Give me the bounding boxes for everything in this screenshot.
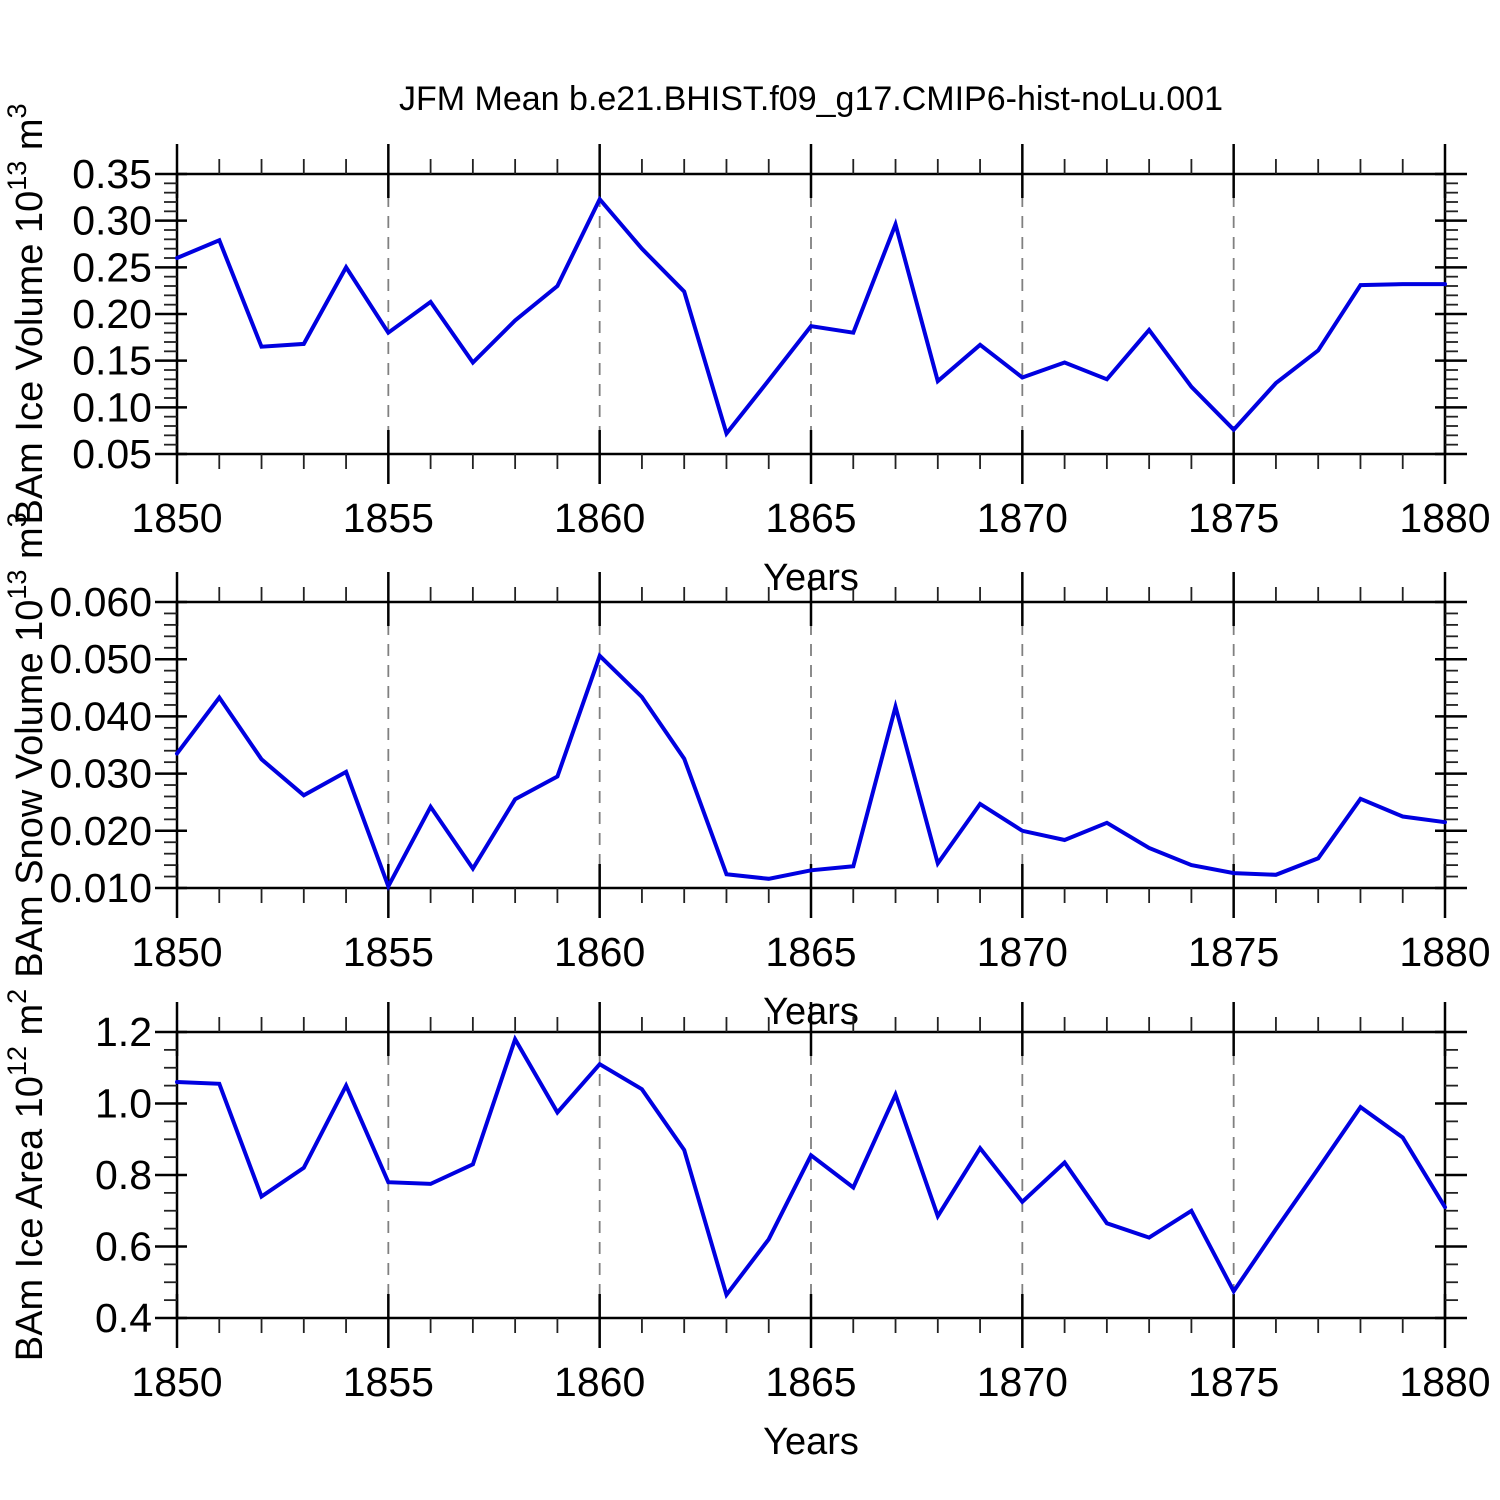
x-tick-label: 1850	[131, 1359, 222, 1405]
y-axis-title-ice-volume: BAm Ice Volume 1013 m3	[2, 103, 51, 524]
y-tick-label: 0.10	[72, 384, 152, 430]
y-tick-label: 0.060	[49, 579, 152, 625]
x-tick-label: 1865	[765, 929, 856, 975]
y-tick-label: 0.4	[95, 1295, 152, 1341]
y-tick-label: 0.6	[95, 1224, 152, 1270]
series-line-ice-area	[175, 1034, 1447, 1300]
x-tick-label: 1870	[977, 495, 1068, 541]
y-tick-label: 0.020	[49, 808, 152, 854]
y-tick-label: 1.0	[95, 1081, 152, 1127]
x-tick-label: 1880	[1399, 1359, 1490, 1405]
y-tick-label: 0.8	[95, 1152, 152, 1198]
x-tick-label: 1880	[1399, 929, 1490, 975]
x-tick-label: 1855	[343, 495, 434, 541]
y-axis-title-snow-volume: BAm Snow Volume 1013 m3	[2, 512, 51, 977]
y-tick-label: 0.030	[49, 751, 152, 797]
x-tick-label: 1855	[343, 929, 434, 975]
y-tick-label: 0.05	[72, 431, 152, 477]
x-tick-label: 1875	[1188, 1359, 1279, 1405]
x-axis-title: Years	[763, 1421, 859, 1463]
y-tick-label: 0.35	[72, 151, 152, 197]
y-tick-label: 0.010	[49, 865, 152, 911]
x-tick-label: 1860	[554, 1359, 645, 1405]
x-tick-label: 1850	[131, 929, 222, 975]
x-tick-label: 1860	[554, 929, 645, 975]
x-tick-label: 1850	[131, 495, 222, 541]
y-axis-title-ice-area: BAm Ice Area 1012 m2	[2, 989, 51, 1361]
chart-title: JFM Mean b.e21.BHIST.f09_g17.CMIP6-hist-…	[399, 80, 1223, 118]
y-tick-label: 0.25	[72, 244, 152, 290]
x-tick-label: 1855	[343, 1359, 434, 1405]
x-tick-label: 1860	[554, 495, 645, 541]
x-tick-label: 1875	[1188, 929, 1279, 975]
y-tick-label: 0.040	[49, 693, 152, 739]
y-tick-label: 0.30	[72, 198, 152, 244]
series-line-snow-volume	[175, 652, 1447, 892]
x-tick-label: 1865	[765, 1359, 856, 1405]
y-tick-label: 0.15	[72, 338, 152, 384]
x-tick-label: 1875	[1188, 495, 1279, 541]
y-tick-label: 0.050	[49, 636, 152, 682]
y-tick-label: 0.20	[72, 291, 152, 337]
y-tick-label: 1.2	[95, 1009, 152, 1055]
series-line-ice-volume	[175, 195, 1447, 438]
x-tick-label: 1870	[977, 929, 1068, 975]
x-tick-label: 1870	[977, 1359, 1068, 1405]
x-tick-label: 1880	[1399, 495, 1490, 541]
x-tick-label: 1865	[765, 495, 856, 541]
